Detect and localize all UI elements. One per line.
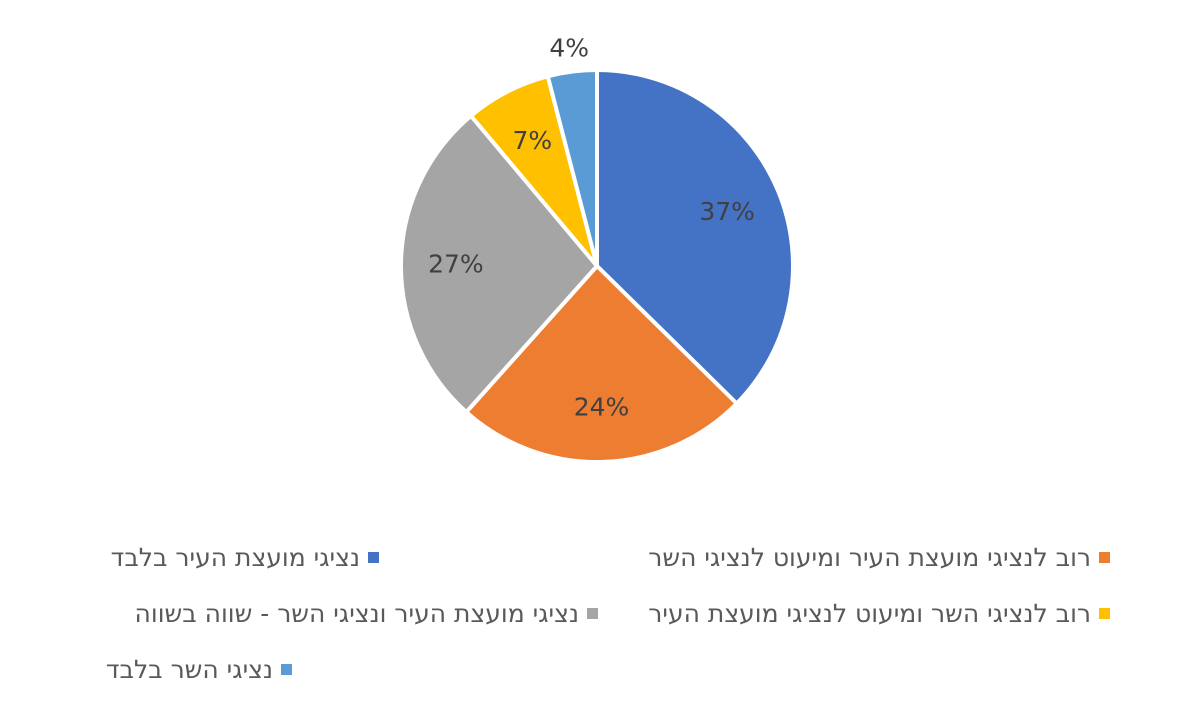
legend-label: רוב לנציגי השר ומיעוט לנציגי מועצת העיר [648, 599, 1091, 628]
pie-slice [399, 113, 599, 415]
legend: נציגי מועצת העיר בלבד רוב לנציגי מועצת ה… [0, 528, 1194, 708]
legend-swatch [1099, 551, 1110, 563]
legend-swatch [281, 663, 292, 675]
data-label: 24% [574, 393, 630, 422]
legend-item-equal-share: נציגי מועצת העיר ונציגי השר - שווה בשווה [135, 598, 598, 630]
legend-label: נציגי מועצת העיר ונציגי השר - שווה בשווה [134, 599, 579, 628]
pie-chart: 37% 24% 27% 7% 4% [399, 34, 795, 464]
data-label: 37% [699, 197, 755, 226]
legend-swatch [368, 551, 379, 563]
legend-item-minister-only: נציגי השר בלבד [106, 654, 292, 686]
legend-item-city-council-only: נציגי מועצת העיר בלבד [111, 542, 379, 574]
legend-label: נציגי השר בלבד [105, 655, 273, 684]
pie-slice [595, 68, 795, 406]
legend-swatch [587, 607, 598, 619]
data-label: 4% [549, 34, 589, 63]
legend-swatch [1099, 607, 1110, 619]
pie-slice [545, 68, 599, 268]
data-label: 7% [512, 126, 552, 155]
data-label: 27% [428, 249, 484, 278]
legend-item-majority-city-council: רוב לנציגי מועצת העיר ומיעוט לנציגי השר [648, 542, 1110, 574]
pie-slice [464, 264, 739, 464]
legend-label: נציגי מועצת העיר בלבד [110, 543, 360, 572]
legend-label: רוב לנציגי מועצת העיר ומיעוט לנציגי השר [648, 543, 1091, 572]
legend-item-majority-minister: רוב לנציגי השר ומיעוט לנציגי מועצת העיר [648, 598, 1110, 630]
